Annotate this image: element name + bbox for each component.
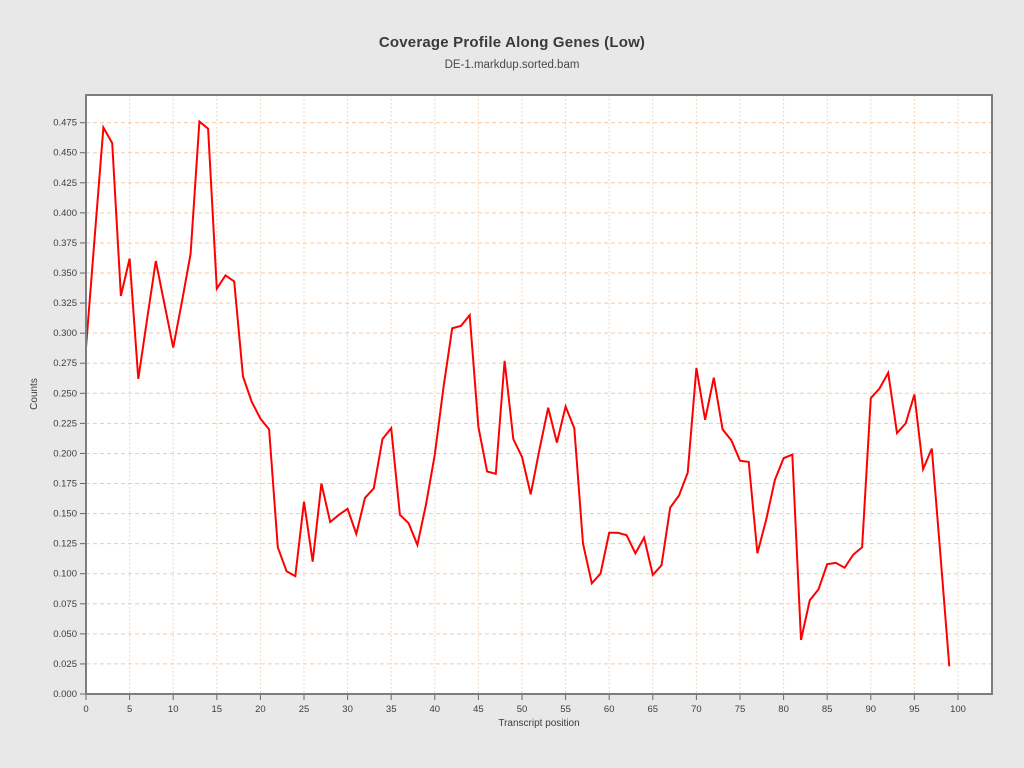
x-tick-label: 25: [299, 704, 310, 715]
y-tick-label: 0.350: [53, 268, 77, 279]
y-tick-label: 0.200: [53, 448, 77, 459]
x-tick-label: 45: [473, 704, 484, 715]
x-tick-label: 30: [342, 704, 353, 715]
x-tick-label: 40: [430, 704, 441, 715]
data-series: [85, 119, 951, 667]
y-tick-label: 0.425: [53, 178, 77, 189]
y-tick-label: 0.000: [53, 689, 77, 700]
x-tick-label: 35: [386, 704, 397, 715]
x-axis-label: Transcript position: [498, 718, 579, 729]
axis-ticks: [80, 122, 959, 700]
y-tick-label: 0.300: [53, 328, 77, 339]
x-tick-label: 100: [950, 704, 966, 715]
y-tick-label: 0.100: [53, 569, 77, 580]
y-tick-label: 0.225: [53, 418, 77, 429]
x-tick-label: 65: [648, 704, 659, 715]
x-tick-label: 75: [735, 704, 746, 715]
chart-title: Coverage Profile Along Genes (Low): [378, 34, 646, 51]
x-tick-label: 70: [691, 704, 702, 715]
y-tick-label: 0.450: [53, 148, 77, 159]
coverage-line: [85, 119, 951, 667]
plot-area: [86, 95, 992, 694]
y-axis-label: Counts: [29, 378, 40, 410]
y-tick-label: 0.050: [53, 629, 77, 640]
x-tick-label: 20: [255, 704, 266, 715]
x-tick-label: 15: [212, 704, 223, 715]
plot-frame: [85, 94, 993, 695]
axis-tick-labels: 0.000 0.025 0.050 0.075 0.100 0.125 0.150 0.175…: [53, 118, 966, 715]
x-tick-label: 0: [83, 704, 88, 715]
y-tick-label: 0.375: [53, 238, 77, 249]
x-tick-label: 60: [604, 704, 615, 715]
y-tick-label: 0.400: [53, 208, 77, 219]
y-tick-label: 0.025: [53, 659, 77, 670]
x-tick-label: 90: [866, 704, 877, 715]
x-tick-label: 5: [127, 704, 132, 715]
x-tick-label: 55: [560, 704, 571, 715]
x-tick-label: 10: [168, 704, 179, 715]
y-tick-label: 0.475: [53, 118, 77, 129]
y-tick-label: 0.150: [53, 509, 77, 520]
x-tick-label: 80: [778, 704, 789, 715]
y-tick-label: 0.125: [53, 539, 77, 550]
chart-subtitle: DE-1.markdup.sorted.bam: [444, 59, 580, 71]
x-tick-label: 50: [517, 704, 528, 715]
x-tick-label: 85: [822, 704, 833, 715]
x-tick-label: 95: [909, 704, 920, 715]
y-tick-label: 0.325: [53, 298, 77, 309]
y-tick-label: 0.175: [53, 479, 77, 490]
y-tick-label: 0.075: [53, 599, 77, 610]
y-tick-label: 0.250: [53, 388, 77, 399]
y-tick-label: 0.275: [53, 358, 77, 369]
